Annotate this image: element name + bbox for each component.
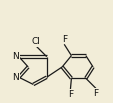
Text: F: F xyxy=(93,89,98,98)
Text: Cl: Cl xyxy=(32,37,40,46)
Text: F: F xyxy=(67,90,72,99)
Text: F: F xyxy=(61,35,66,44)
Text: N: N xyxy=(12,73,19,82)
Text: N: N xyxy=(12,52,19,61)
